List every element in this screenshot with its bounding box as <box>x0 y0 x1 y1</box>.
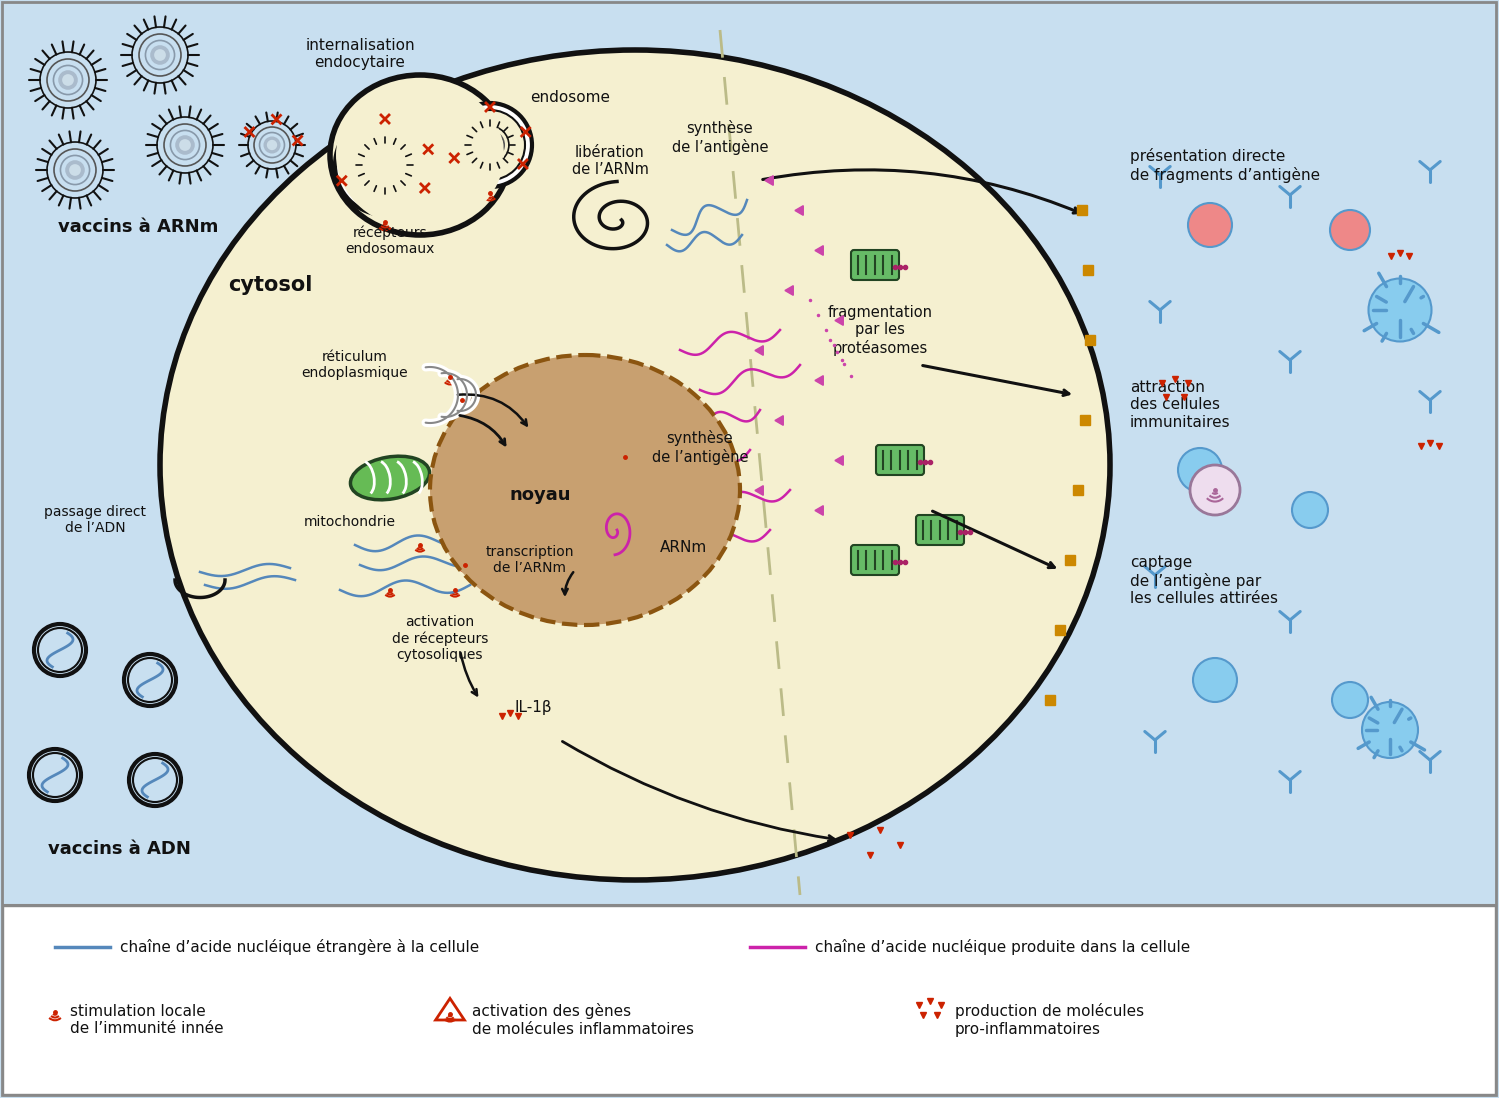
Text: noyau: noyau <box>510 486 571 504</box>
FancyBboxPatch shape <box>916 515 964 545</box>
Circle shape <box>448 103 532 187</box>
Circle shape <box>484 139 496 152</box>
Text: endosome: endosome <box>531 90 610 105</box>
Circle shape <box>1193 658 1237 702</box>
Ellipse shape <box>330 75 510 235</box>
Circle shape <box>63 75 73 85</box>
Circle shape <box>1333 682 1369 718</box>
Text: captage
de l’antigène par
les cellules attirées: captage de l’antigène par les cellules a… <box>1130 554 1279 606</box>
Circle shape <box>342 122 429 208</box>
Circle shape <box>487 142 493 148</box>
Text: fragmentation
par les
protéasomes: fragmentation par les protéasomes <box>827 305 932 356</box>
Circle shape <box>1369 279 1432 341</box>
Circle shape <box>1363 702 1418 758</box>
Text: vaccins à ADN: vaccins à ADN <box>48 840 190 858</box>
Circle shape <box>1190 464 1240 515</box>
Circle shape <box>66 161 84 179</box>
Text: cytosol: cytosol <box>228 274 312 295</box>
Circle shape <box>58 71 76 89</box>
Text: récepteurs
endosomaux: récepteurs endosomaux <box>345 225 435 256</box>
Text: chaîne d’acide nucléique étrangère à la cellule: chaîne d’acide nucléique étrangère à la … <box>120 939 480 955</box>
Text: libération
de l’ARNm: libération de l’ARNm <box>571 145 649 178</box>
Text: attraction
des cellules
immunitaires: attraction des cellules immunitaires <box>1130 380 1231 429</box>
Text: mitochondrie: mitochondrie <box>304 515 396 529</box>
Circle shape <box>154 51 165 60</box>
Ellipse shape <box>336 81 504 229</box>
Ellipse shape <box>160 51 1109 879</box>
Circle shape <box>268 141 276 149</box>
Circle shape <box>1330 210 1370 250</box>
Ellipse shape <box>430 355 741 625</box>
Text: présentation directe
de fragments d’antigène: présentation directe de fragments d’anti… <box>1130 148 1321 182</box>
Text: production de molécules
pro-inflammatoires: production de molécules pro-inflammatoir… <box>955 1004 1144 1037</box>
Circle shape <box>180 139 190 150</box>
Text: ARNm: ARNm <box>660 540 708 554</box>
Text: réticulum
endoplasmique: réticulum endoplasmique <box>301 350 408 380</box>
Text: transcription
de l’ARNm: transcription de l’ARNm <box>486 545 574 575</box>
Circle shape <box>334 115 435 215</box>
Circle shape <box>1189 203 1232 247</box>
FancyBboxPatch shape <box>875 445 923 475</box>
Text: synthèse
de l’antigène: synthèse de l’antigène <box>672 120 769 155</box>
Circle shape <box>1292 492 1328 528</box>
Text: synthèse
de l’antigène: synthèse de l’antigène <box>652 430 748 464</box>
Text: vaccins à ARNm: vaccins à ARNm <box>58 219 219 236</box>
Circle shape <box>378 158 393 172</box>
Circle shape <box>151 46 169 64</box>
Circle shape <box>175 136 193 154</box>
Text: internalisation
endocytaire: internalisation endocytaire <box>306 38 415 70</box>
Text: passage direct
de l’ADN: passage direct de l’ADN <box>43 505 145 535</box>
Circle shape <box>264 137 280 153</box>
Circle shape <box>70 165 79 175</box>
FancyBboxPatch shape <box>3 906 1495 1094</box>
Circle shape <box>381 161 390 169</box>
FancyBboxPatch shape <box>851 545 899 575</box>
FancyBboxPatch shape <box>851 250 899 280</box>
Text: activation des gènes
de molécules inflammatoires: activation des gènes de molécules inflam… <box>472 1004 694 1037</box>
Ellipse shape <box>351 456 430 500</box>
Circle shape <box>456 110 525 180</box>
Text: stimulation locale
de l’immunité innée: stimulation locale de l’immunité innée <box>70 1004 223 1037</box>
Text: activation
de récepteurs
cytosoliques: activation de récepteurs cytosoliques <box>391 615 489 662</box>
Text: IL-1β: IL-1β <box>516 701 553 715</box>
Text: chaîne d’acide nucléique produite dans la cellule: chaîne d’acide nucléique produite dans l… <box>815 939 1190 955</box>
Circle shape <box>1178 448 1222 492</box>
